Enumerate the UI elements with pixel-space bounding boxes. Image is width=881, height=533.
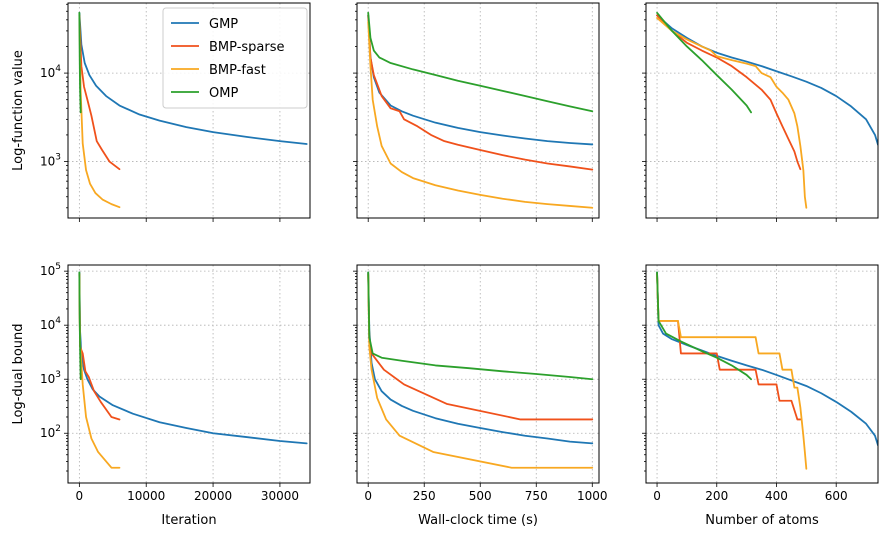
- y-tick-label: 105: [40, 262, 61, 278]
- y-tick-label: 102: [40, 424, 61, 440]
- legend-label-bmp-fast: BMP-fast: [209, 63, 266, 78]
- series-gmp: [656, 271, 878, 447]
- panel-top-middle: [353, 2, 600, 222]
- y-axis-label: Log-function value: [11, 50, 26, 171]
- series-bmp-fast: [656, 17, 808, 209]
- series-omp: [78, 11, 82, 114]
- axes-frame: [356, 264, 600, 484]
- y-tick-label: 103: [40, 370, 61, 386]
- legend: GMP BMP-sparse BMP-fast OMP: [162, 7, 308, 109]
- series-bmp-sparse: [78, 272, 121, 421]
- legend-label-gmp: GMP: [209, 17, 238, 32]
- series-bmp-fast: [367, 274, 594, 469]
- legend-label-omp: OMP: [209, 86, 238, 101]
- series-bmp-fast: [367, 20, 594, 209]
- series-omp: [78, 271, 82, 381]
- axes-frame: [645, 264, 879, 484]
- series-bmp-sparse: [367, 14, 594, 171]
- axes-frame: [356, 2, 600, 219]
- series-gmp: [78, 11, 308, 145]
- series-gmp: [656, 14, 878, 146]
- panel-top-left: 103 104 Log-function value: [11, 2, 311, 222]
- panel-bottom-left: 0 10000 20000 30000 102 103 104 105 Iteration Log…: [11, 262, 311, 528]
- panel-bottom-right: 0 200 400 600 Number of atoms: [642, 264, 879, 528]
- axes-frame: [67, 2, 311, 219]
- x-axis-label: Wall-clock time (s): [418, 513, 538, 528]
- series-gmp: [78, 271, 308, 445]
- series-bmp-sparse: [78, 14, 121, 171]
- y-tick-label: 103: [40, 153, 61, 169]
- series-bmp-sparse: [656, 272, 802, 421]
- legend-box: [162, 7, 308, 109]
- x-tick-label: 30000: [261, 489, 299, 503]
- x-tick-label: 0: [364, 489, 372, 503]
- series-bmp-sparse: [656, 14, 802, 171]
- axes-frame: [67, 264, 311, 484]
- x-tick-label: 250: [413, 489, 436, 503]
- x-tick-label: 750: [525, 489, 548, 503]
- legend-label-bmp-sparse: BMP-sparse: [209, 40, 285, 55]
- x-tick-label: 400: [765, 489, 788, 503]
- x-tick-label: 0: [76, 489, 84, 503]
- x-tick-label: 10000: [127, 489, 165, 503]
- x-tick-label: 0: [653, 489, 661, 503]
- series-gmp: [367, 271, 594, 445]
- panel-top-right: [642, 2, 879, 222]
- y-axis-label: Log-dual bound: [11, 323, 26, 424]
- series-omp: [367, 11, 594, 113]
- x-tick-label: 200: [705, 489, 728, 503]
- x-tick-label: 500: [469, 489, 492, 503]
- series-bmp-fast: [656, 274, 808, 470]
- axes-frame: [645, 2, 879, 219]
- x-tick-label: 1000: [577, 489, 608, 503]
- x-axis-label: Number of atoms: [705, 513, 819, 528]
- panel-bottom-middle: 0 250 500 750 1000 Wall-clock time (s): [353, 264, 608, 528]
- x-tick-label: 20000: [194, 489, 232, 503]
- series-omp: [656, 11, 752, 114]
- y-tick-label: 104: [40, 316, 61, 332]
- y-tick-label: 104: [40, 64, 61, 80]
- x-axis-label: Iteration: [161, 513, 216, 528]
- series-omp: [656, 271, 752, 381]
- series-omp: [367, 271, 594, 381]
- series-bmp-fast: [78, 17, 121, 209]
- x-tick-label: 600: [825, 489, 848, 503]
